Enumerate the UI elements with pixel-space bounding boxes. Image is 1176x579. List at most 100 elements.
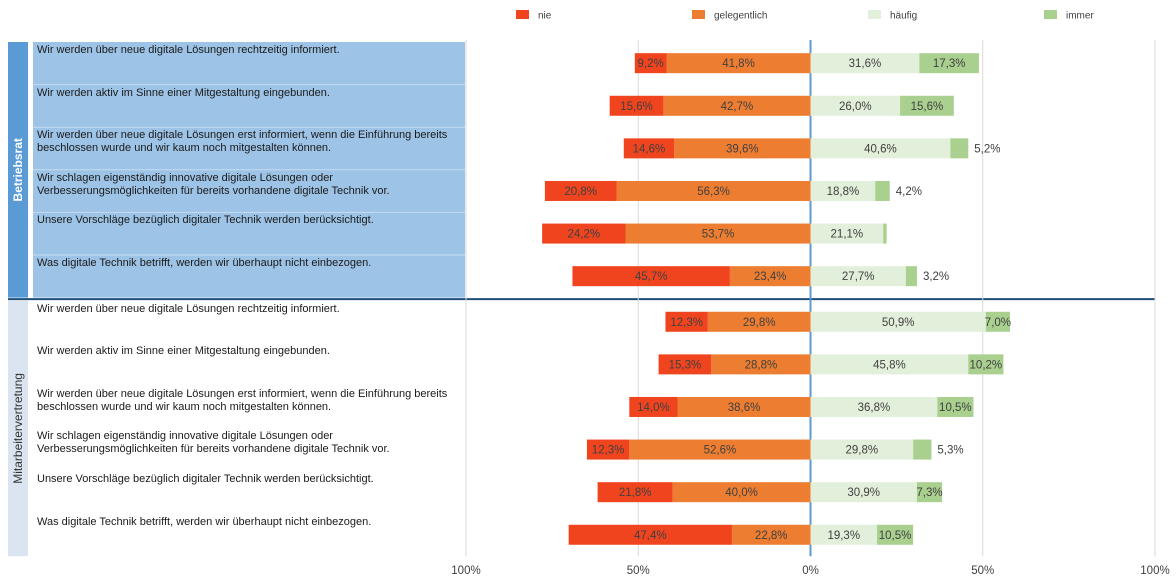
group-label-box bbox=[8, 300, 28, 557]
x-tick-label: 100% bbox=[451, 565, 480, 577]
data-label: 29,8% bbox=[846, 445, 879, 457]
category-label: Wir werden aktiv im Sinne einer Mitgesta… bbox=[37, 86, 330, 99]
data-label: 21,1% bbox=[831, 229, 864, 241]
bar-segment bbox=[810, 524, 877, 545]
group-label: Mitarbeitervertretung bbox=[11, 373, 25, 484]
x-tick-label: 50% bbox=[971, 565, 994, 577]
data-label: 7,3% bbox=[916, 487, 942, 499]
data-label: 10,5% bbox=[879, 530, 912, 542]
bar-segment bbox=[544, 180, 617, 201]
legend-swatch bbox=[868, 10, 881, 19]
data-label: 40,0% bbox=[725, 487, 758, 499]
bar-segment bbox=[677, 396, 811, 417]
data-label: 26,0% bbox=[839, 101, 872, 113]
data-label: 30,9% bbox=[847, 487, 880, 499]
bar-segment bbox=[623, 138, 675, 159]
category-label: Was digitale Technik betrifft, werden wi… bbox=[37, 515, 372, 528]
bar-segment bbox=[810, 439, 914, 460]
data-label: 5,3% bbox=[937, 445, 963, 457]
data-label: 15,3% bbox=[669, 359, 702, 371]
data-label: 27,7% bbox=[842, 271, 875, 283]
bar-segment bbox=[568, 524, 732, 545]
bar-segment bbox=[810, 354, 969, 375]
category-label: Wir werden über neue digitale Lösungen e… bbox=[37, 129, 448, 155]
data-label: 3,2% bbox=[923, 271, 949, 283]
bar-segment bbox=[916, 482, 943, 503]
bar-segment bbox=[810, 138, 951, 159]
category-label: Was digitale Technik betrifft, werden wi… bbox=[37, 257, 372, 269]
bar-segment bbox=[663, 95, 811, 116]
bar-segment bbox=[542, 223, 626, 244]
bar-segment bbox=[586, 439, 630, 460]
legend-label: gelegentlich bbox=[714, 11, 767, 22]
bar-segment bbox=[672, 482, 811, 503]
legend-label: häufig bbox=[890, 11, 917, 22]
category-label: Unsere Vorschläge bezüglich digitaler Te… bbox=[37, 473, 374, 485]
data-label: 45,7% bbox=[635, 271, 668, 283]
data-label: 18,8% bbox=[827, 186, 860, 198]
category-label: Wir werden über neue digitale Lösungen r… bbox=[37, 44, 340, 56]
data-label: 31,6% bbox=[849, 58, 882, 70]
data-label: 42,7% bbox=[721, 101, 754, 113]
bar-segment bbox=[731, 524, 811, 545]
category-label: Wir werden über neue digitale Lösungen r… bbox=[37, 302, 340, 315]
bar-segment bbox=[616, 180, 811, 201]
legend-swatch bbox=[1044, 10, 1057, 19]
bar-segment bbox=[674, 138, 811, 159]
bar-segment bbox=[883, 223, 887, 244]
bar-segment bbox=[810, 266, 906, 287]
data-label: 12,3% bbox=[670, 317, 703, 329]
bar-segment bbox=[937, 396, 974, 417]
bar-segment bbox=[810, 223, 884, 244]
data-label: 15,6% bbox=[620, 101, 653, 113]
data-label: 15,6% bbox=[911, 101, 944, 113]
legend-label: immer bbox=[1066, 11, 1094, 22]
bar-segment bbox=[985, 311, 1010, 332]
bar-segment bbox=[919, 53, 979, 74]
data-label: 22,8% bbox=[755, 530, 788, 542]
bar-segment bbox=[900, 95, 954, 116]
data-label: 9,2% bbox=[638, 58, 664, 70]
data-label: 19,3% bbox=[827, 530, 860, 542]
bar-segment bbox=[968, 354, 1004, 375]
bar-segment bbox=[810, 53, 920, 74]
bar-segment bbox=[597, 482, 673, 503]
category-label: Unsere Vorschläge bezüglich digitaler Te… bbox=[37, 214, 374, 227]
category-label: Wir schlagen eigenständig innovative dig… bbox=[37, 171, 390, 197]
data-label: 50,9% bbox=[882, 317, 915, 329]
data-label: 10,2% bbox=[970, 359, 1003, 371]
category-label: Wir werden über neue digitale Lösungen e… bbox=[37, 387, 448, 413]
bar-segment bbox=[711, 354, 811, 375]
data-label: 45,8% bbox=[873, 359, 906, 371]
bar-segment bbox=[729, 266, 811, 287]
data-label: 24,2% bbox=[568, 229, 601, 241]
data-label: 21,8% bbox=[619, 487, 652, 499]
bar-segment bbox=[810, 311, 986, 332]
data-label: 4,2% bbox=[896, 186, 922, 198]
bar-segment bbox=[810, 180, 876, 201]
bar-segment bbox=[876, 524, 914, 545]
data-label: 41,8% bbox=[722, 58, 755, 70]
data-label: 7,0% bbox=[985, 317, 1011, 329]
data-label: 47,4% bbox=[634, 530, 667, 542]
data-label: 53,7% bbox=[702, 229, 735, 241]
bar-segment bbox=[665, 311, 708, 332]
bar-segment bbox=[810, 396, 938, 417]
bar-segment bbox=[609, 95, 664, 116]
data-label: 28,8% bbox=[745, 359, 778, 371]
bar-segment bbox=[658, 354, 712, 375]
x-tick-label: 50% bbox=[627, 565, 650, 577]
data-label: 29,8% bbox=[743, 317, 776, 329]
data-label: 52,6% bbox=[704, 445, 737, 457]
bar-segment bbox=[629, 396, 678, 417]
data-label: 38,6% bbox=[728, 402, 761, 414]
bar-segment bbox=[666, 53, 811, 74]
data-label: 39,6% bbox=[726, 143, 759, 155]
x-tick-label: 100% bbox=[1140, 565, 1169, 577]
bar-segment bbox=[572, 266, 730, 287]
data-label: 20,8% bbox=[564, 186, 597, 198]
bar-segment bbox=[905, 266, 917, 287]
bar-segment bbox=[625, 223, 811, 244]
legend-swatch bbox=[516, 10, 529, 19]
